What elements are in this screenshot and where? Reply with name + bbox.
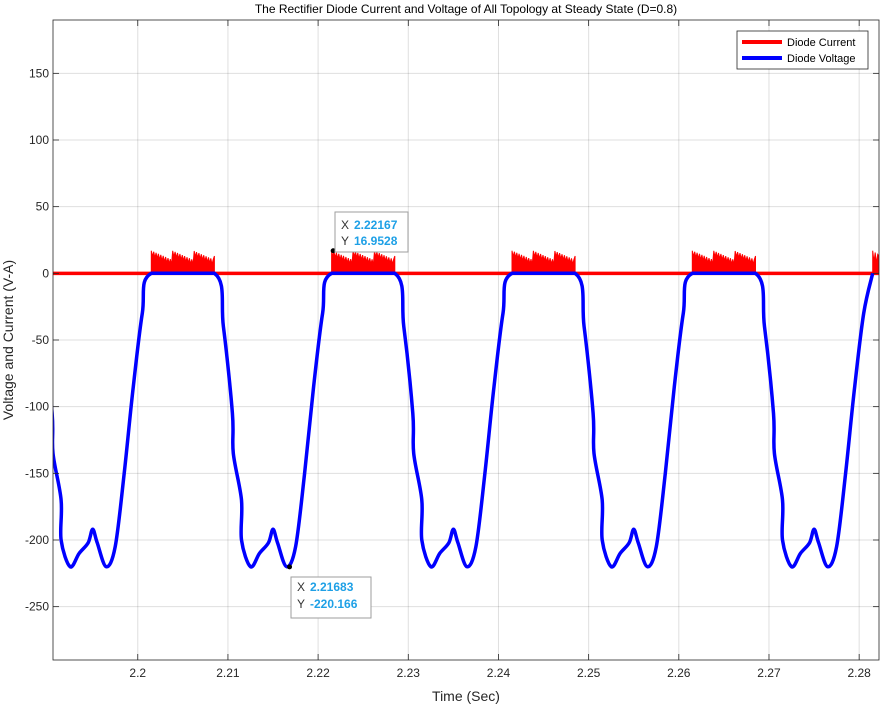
- x-axis-ticks: 2.2 2.21 2.22 2.23 2.24 2.25 2.26 2.27 2.28: [129, 20, 871, 680]
- datatip-2-x-value: 2.21683: [310, 580, 354, 594]
- x-tick-label: 2.24: [487, 666, 511, 680]
- current-burst: [511, 250, 576, 274]
- x-tick-label: 2.28: [847, 666, 871, 680]
- x-axis-label: Time (Sec): [432, 688, 500, 704]
- x-tick-label: 2.23: [397, 666, 421, 680]
- legend: Diode Current Diode Voltage: [736, 30, 869, 70]
- y-tick-label: -50: [32, 333, 50, 347]
- x-tick-label: 2.2: [129, 666, 146, 680]
- x-tick-label: 2.27: [757, 666, 781, 680]
- y-tick-label: 100: [29, 133, 49, 147]
- y-tick-label: -150: [25, 466, 49, 480]
- datatip-2-y-value: -220.166: [310, 597, 358, 611]
- current-burst: [872, 250, 879, 274]
- legend-box: [736, 30, 869, 70]
- plot-area: [53, 20, 879, 660]
- datatip-1-y-label: Y: [341, 234, 349, 248]
- y-axis-ticks: -250 -200 -150 -100 -50 0 50 100 150: [25, 66, 879, 614]
- y-tick-label: -100: [25, 400, 49, 414]
- legend-label-voltage: Diode Voltage: [787, 53, 856, 65]
- y-tick-label: -200: [25, 533, 49, 547]
- datatip-1[interactable]: X 2.22167 Y 16.9528: [330, 211, 409, 254]
- datatip-1-y-value: 16.9528: [354, 234, 398, 248]
- legend-label-current: Diode Current: [787, 37, 855, 49]
- current-burst: [150, 250, 215, 274]
- x-tick-label: 2.22: [306, 666, 330, 680]
- datatip-2-marker: [287, 564, 293, 570]
- series-diode-voltage: [53, 271, 875, 569]
- y-tick-label: 150: [29, 66, 49, 80]
- x-tick-label: 2.21: [216, 666, 240, 680]
- datatip-2[interactable]: X 2.21683 Y -220.166: [287, 564, 372, 619]
- y-tick-label: -250: [25, 600, 49, 614]
- x-tick-label: 2.25: [577, 666, 601, 680]
- current-burst: [691, 250, 756, 274]
- datatip-2-y-label: Y: [297, 597, 305, 611]
- x-tick-label: 2.26: [667, 666, 691, 680]
- y-tick-label: 0: [42, 266, 49, 280]
- datatip-1-box: [334, 211, 409, 253]
- chart-title: The Rectifier Diode Current and Voltage …: [255, 2, 677, 16]
- datatip-2-x-label: X: [297, 580, 305, 594]
- datatip-2-box: [290, 576, 372, 619]
- y-tick-label: 50: [36, 200, 50, 214]
- datatip-1-marker: [330, 248, 336, 254]
- datatip-1-x-label: X: [341, 218, 349, 232]
- current-burst: [331, 250, 396, 274]
- voltage-line: [53, 271, 875, 569]
- y-axis-label: Voltage and Current (V-A): [0, 260, 16, 420]
- datatip-1-x-value: 2.22167: [354, 218, 398, 232]
